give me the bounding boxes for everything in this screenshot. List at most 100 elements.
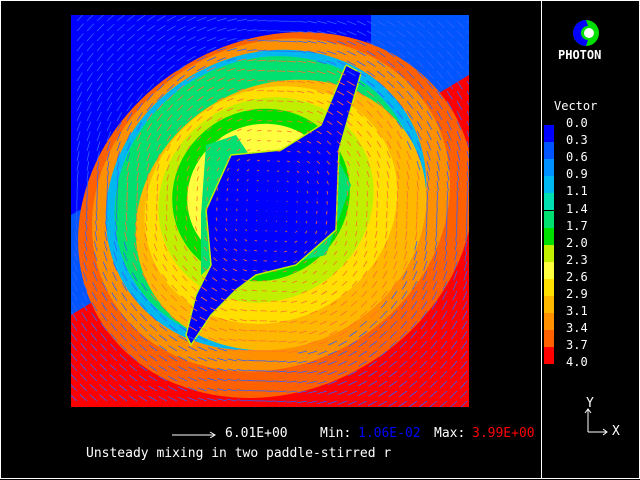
vector-arrow [246,109,253,112]
vector-arrow [206,17,217,22]
vector-arrow [236,38,247,42]
vector-arrow [206,176,209,182]
vector-arrow [426,120,433,130]
vector-arrow [116,24,125,32]
vector-arrow [156,25,166,32]
vector-arrow [361,280,368,288]
vector-arrow [290,310,298,314]
vector-arrow [233,258,238,262]
vector-arrow [326,120,333,125]
reference-vector-arrow [172,431,216,438]
vector-arrow [236,48,247,52]
vector-arrow [333,250,338,256]
vector-arrow [197,367,208,372]
legend-row: 4.0 [544,355,634,372]
vector-arrow [376,80,385,88]
vector-arrow [76,82,83,92]
vector-arrow [146,143,151,152]
vector-arrow [401,290,408,300]
vector-arrow [164,224,168,232]
vector-arrow [162,264,168,272]
vector-arrow [416,30,425,38]
vector-arrow [436,60,444,69]
vector-arrow [230,298,238,302]
vector-arrow [369,330,378,338]
vector-arrow [306,60,317,64]
vector-arrow [296,100,304,104]
vector-arrow [152,263,158,272]
vector-arrow [412,280,418,291]
vector-arrow [150,303,158,312]
vector-arrow [216,67,226,72]
vector-arrow [237,359,248,362]
vector-arrow [156,93,164,102]
legend-row: 1.4 [544,202,634,228]
vector-arrow [318,330,328,335]
vector-arrow [406,100,414,110]
vector-arrow [456,170,460,181]
vector-arrow [446,80,454,90]
vector-arrow [220,297,228,302]
vector-arrow [436,190,439,201]
vector-arrow [419,370,428,379]
vector-arrow [429,400,438,407]
vector-arrow [320,300,328,305]
vector-arrow [176,104,184,112]
vector-arrow [317,390,328,395]
vector-arrow [376,40,386,47]
vector-arrow [340,310,348,317]
vector-arrow [396,70,405,79]
vector-arrow [317,350,328,355]
vector-arrow [364,230,368,238]
vector-arrow [158,334,168,342]
vector-arrow [304,240,308,244]
vector-arrow [206,166,210,172]
vector-arrow [146,163,150,172]
vector-arrow [119,374,128,382]
legend-row: 2.3 [544,253,634,279]
vector-arrow [106,15,115,22]
vector-arrow [348,350,358,357]
vector-arrow [456,90,463,100]
vector-arrow [89,363,98,372]
vector-arrow [466,150,469,160]
vector-arrow [286,170,290,173]
vector-arrow [356,100,364,107]
vector-arrow [76,131,81,142]
vector-arrow [391,290,398,300]
vector-arrow [326,170,330,175]
vector-arrow [286,80,295,83]
vector-arrow [360,310,368,318]
vector-arrow [365,220,368,228]
vector-arrow [286,50,297,53]
vector-arrow [166,54,176,62]
vector-arrow [386,80,395,89]
vector-arrow [119,333,128,342]
vector-arrow [446,100,453,110]
vector-arrow [236,188,239,192]
legend-row: 3.7 [544,338,634,365]
vector-arrow [326,140,332,145]
vector-arrow [358,340,368,348]
vector-arrow [326,20,337,25]
vector-arrow [336,20,347,25]
vector-arrow [193,256,198,262]
vector-arrow [103,241,108,252]
vector-arrow [286,150,291,153]
vector-arrow [176,164,180,172]
vector-arrow [366,140,372,148]
vector-arrow [356,50,366,57]
vector-arrow [376,60,386,68]
vector-arrow [226,47,237,52]
vector-arrow [295,220,298,223]
vector-arrow [283,250,288,253]
vector-arrow [86,121,92,132]
vector-arrow [336,190,339,196]
vector-arrow [366,20,377,26]
vector-arrow [326,30,337,35]
vector-arrow [386,120,393,129]
vector-arrow [356,140,362,147]
vector-arrow [136,122,142,132]
vector-arrow [226,57,237,62]
vector-arrow [302,280,308,284]
